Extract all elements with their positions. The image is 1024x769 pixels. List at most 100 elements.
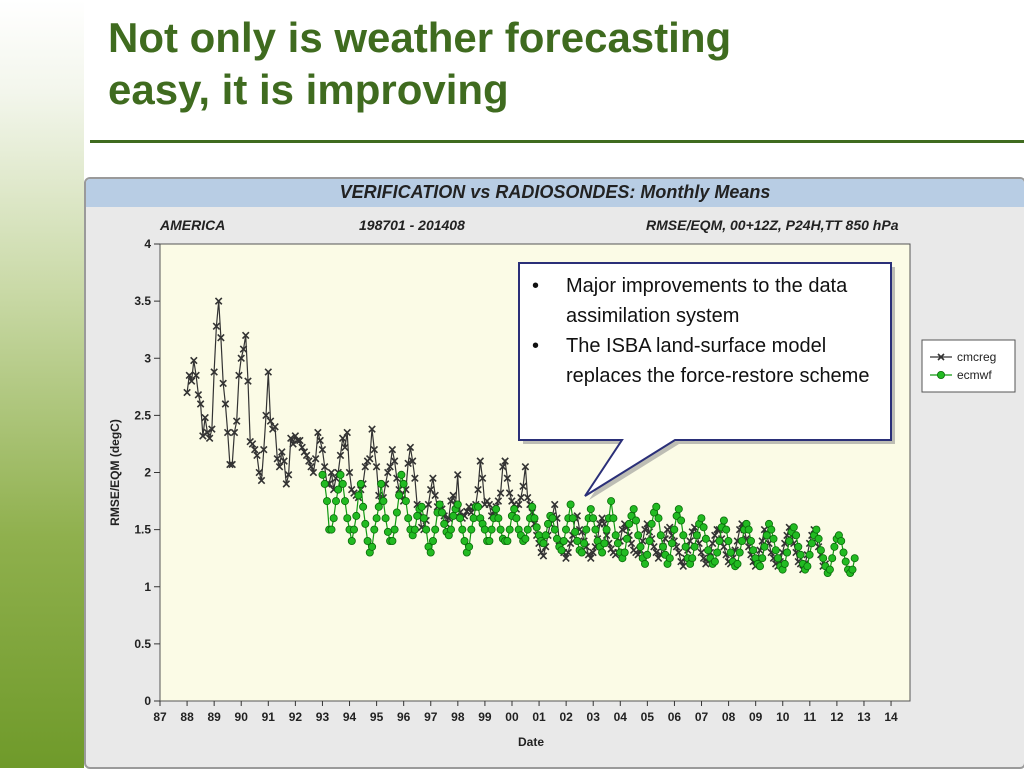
data-point-cmcreg [501,457,509,465]
data-point-ecmwf [528,502,537,511]
data-point-ecmwf [340,497,349,506]
data-point-ecmwf [830,542,839,551]
data-point-cmcreg [537,548,545,557]
x-tick-label: 95 [370,710,384,724]
data-point-ecmwf [496,525,505,534]
chart-region: AMERICA [160,217,226,233]
data-point-cmcreg [183,388,191,397]
data-point-cmcreg [273,455,282,463]
data-point-ecmwf [469,514,478,523]
data-point-ecmwf [566,500,575,509]
callout-bullet-text: The ISBA land-surface model replaces the… [566,335,870,387]
data-point-ecmwf [609,514,618,523]
data-point-cmcreg [266,417,275,425]
data-point-cmcreg [307,463,315,471]
data-point-cmcreg [314,428,322,437]
data-point-cmcreg [262,411,270,420]
data-point-cmcreg [618,525,627,534]
data-point-cmcreg [449,491,457,500]
data-point-ecmwf [465,542,474,551]
x-tick-label: 98 [451,710,465,724]
data-point-ecmwf [530,514,539,523]
data-point-cmcreg [566,539,575,548]
data-point-cmcreg [679,562,688,570]
data-point-cmcreg [384,468,392,477]
x-tick-label: 05 [641,710,655,724]
data-point-ecmwf [814,534,823,543]
data-point-cmcreg [686,537,694,545]
data-point-ecmwf [771,546,780,555]
y-tick-label: 3.5 [134,294,151,308]
data-point-ecmwf [828,554,837,563]
y-tick-label: 2.5 [134,408,151,422]
data-point-cmcreg [201,413,209,422]
data-point-cmcreg [311,455,320,463]
data-point-ecmwf [591,525,600,534]
data-point-ecmwf [377,479,386,488]
data-point-ecmwf [541,531,550,540]
data-point-ecmwf [767,525,776,534]
data-point-ecmwf [744,525,753,534]
data-point-cmcreg [587,554,595,562]
data-point-ecmwf [747,537,756,546]
data-point-cmcreg [271,423,279,431]
data-point-ecmwf [390,525,399,534]
x-tick-label: 88 [180,710,194,724]
data-point-cmcreg [372,463,381,471]
data-point-ecmwf [607,497,616,506]
data-point-ecmwf [611,531,620,540]
legend-x-icon [937,353,945,361]
x-tick-label: 93 [316,710,330,724]
data-point-ecmwf [318,470,327,479]
data-point-ecmwf [368,542,377,551]
data-point-cmcreg [192,371,200,380]
data-point-ecmwf [697,514,706,523]
data-point-cmcreg [255,468,264,477]
data-point-cmcreg [478,474,487,482]
data-point-ecmwf [505,525,514,534]
data-point-cmcreg [517,493,525,502]
data-point-ecmwf [837,537,846,546]
slide-title-line-2: easy, it is improving [108,66,509,113]
data-point-ecmwf [783,548,792,557]
data-point-cmcreg [217,333,225,342]
data-point-ecmwf [343,514,352,523]
data-point-ecmwf [428,537,437,546]
data-point-ecmwf [532,523,541,532]
slide-sidebar [0,0,84,768]
x-tick-label: 11 [803,710,816,724]
data-point-ecmwf [322,497,331,506]
data-point-cmcreg [503,474,512,482]
data-point-cmcreg [499,463,507,471]
data-point-ecmwf [692,531,701,540]
data-point-ecmwf [557,546,566,555]
data-point-cmcreg [521,463,530,471]
data-point-ecmwf [699,523,708,532]
data-point-cmcreg [720,542,728,551]
data-point-cmcreg [241,331,250,340]
data-point-cmcreg [239,345,248,353]
data-point-ecmwf [372,514,381,523]
data-point-cmcreg [347,485,356,494]
data-point-ecmwf [600,539,609,548]
x-tick-label: 00 [505,710,519,724]
data-point-ecmwf [602,525,611,534]
data-point-cmcreg [232,417,241,425]
data-point-ecmwf [758,554,767,563]
callout-bullet-text: Major improvements to the data assimilat… [566,275,848,327]
data-point-cmcreg [474,485,482,494]
data-point-ecmwf [760,542,769,551]
data-point-cmcreg [282,480,291,488]
title-divider [90,140,1024,143]
data-point-ecmwf [625,519,634,528]
data-point-cmcreg [697,548,706,557]
data-point-ecmwf [677,516,686,525]
data-point-ecmwf [679,531,688,540]
data-point-cmcreg [589,548,597,557]
data-point-cmcreg [426,485,435,494]
data-point-cmcreg [368,425,376,433]
data-point-ecmwf [756,562,765,571]
data-point-ecmwf [383,527,392,536]
data-point-ecmwf [388,537,397,546]
